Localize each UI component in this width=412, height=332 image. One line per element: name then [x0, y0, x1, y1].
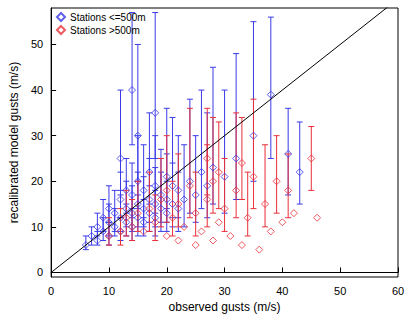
svg-text:20: 20 — [31, 175, 43, 187]
svg-text:50: 50 — [31, 38, 43, 50]
svg-text:50: 50 — [334, 285, 346, 297]
svg-text:30: 30 — [218, 285, 230, 297]
svg-text:10: 10 — [31, 221, 43, 233]
svg-text:Stations <=500m: Stations <=500m — [70, 12, 146, 23]
svg-text:recalibrated model gusts (m/s): recalibrated model gusts (m/s) — [7, 62, 21, 223]
svg-text:0: 0 — [48, 285, 54, 297]
svg-text:30: 30 — [31, 130, 43, 142]
svg-text:40: 40 — [31, 84, 43, 96]
svg-text:40: 40 — [276, 285, 288, 297]
svg-text:10: 10 — [103, 285, 115, 297]
svg-text:0: 0 — [37, 266, 43, 278]
svg-text:60: 60 — [392, 285, 404, 297]
svg-text:observed gusts (m/s): observed gusts (m/s) — [169, 300, 281, 314]
svg-text:Stations >500m: Stations >500m — [70, 25, 140, 36]
svg-text:20: 20 — [161, 285, 173, 297]
